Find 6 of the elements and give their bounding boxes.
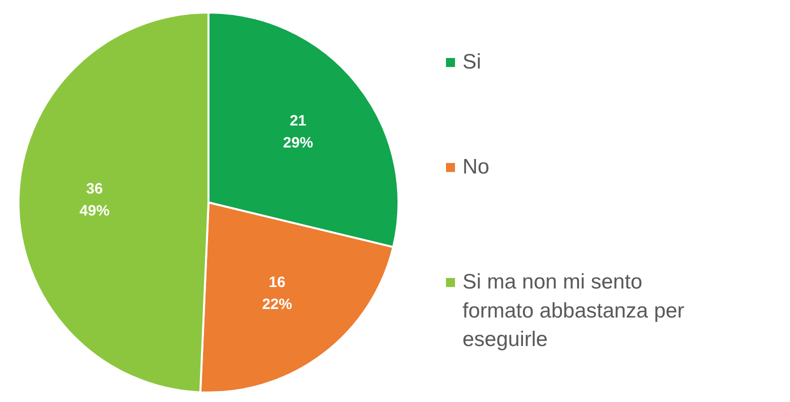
legend-label: Si (462, 50, 482, 74)
legend-label: No (462, 156, 490, 178)
data-label: 16 22% (262, 274, 292, 314)
legend-label: Si ma non mi sento formato abbastanza per eseguirle (462, 270, 684, 351)
data-label: 21 29% (283, 112, 314, 152)
data-label: 36 49% (80, 180, 110, 220)
